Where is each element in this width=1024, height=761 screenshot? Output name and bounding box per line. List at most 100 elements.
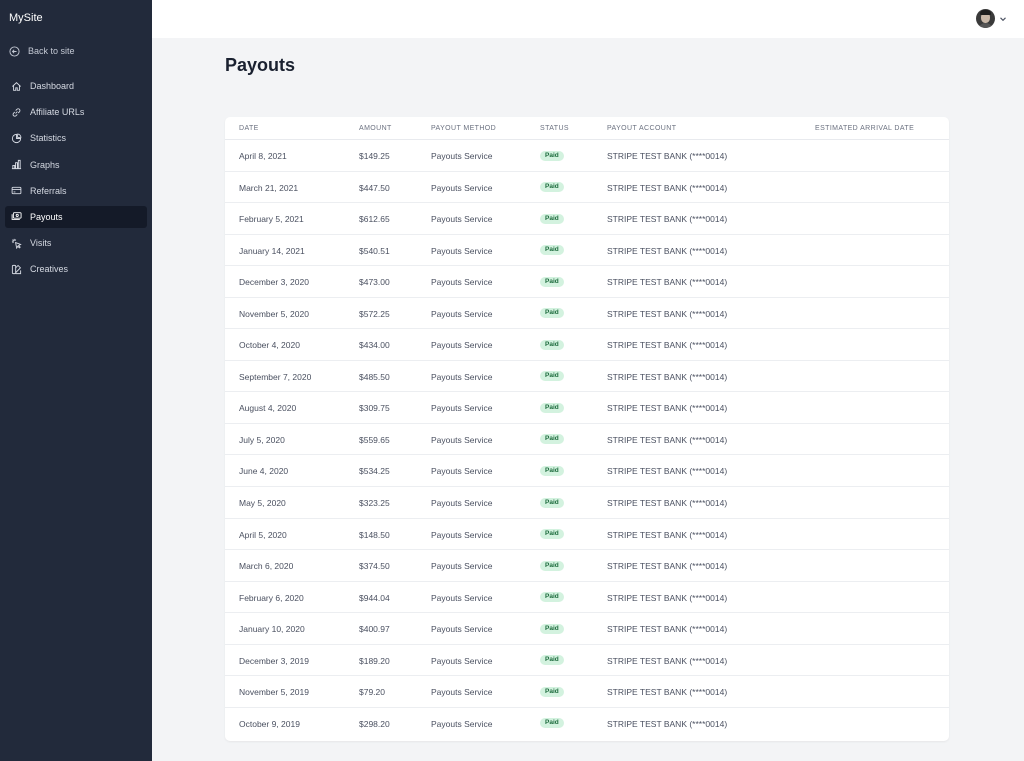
payout-method: Payouts Service — [431, 718, 493, 729]
table-row: November 5, 2020 $572.25 Payouts Service Pa… — [225, 298, 949, 330]
chevron-down-icon — [1000, 16, 1006, 21]
payout-account: STRIPE TEST BANK (****0014) — [607, 434, 728, 445]
payout-method: Payouts Service — [431, 151, 493, 161]
payout-method: Payouts Service — [431, 277, 493, 288]
status-badge: Paid — [540, 655, 564, 666]
table-row: January 10, 2020 $400.97 Payouts Service Pa… — [225, 613, 949, 645]
status-badge: Paid — [540, 182, 564, 193]
link-icon — [12, 108, 21, 117]
payout-method: Payouts Service — [431, 371, 493, 382]
user-menu-button[interactable] — [976, 9, 1007, 28]
sidebar: MySite Back to site Dashboard Affiliate … — [0, 0, 152, 761]
payout-account: STRIPE TEST BANK (****0014) — [607, 151, 728, 161]
payout-method: Payouts Service — [431, 561, 493, 572]
status-badge: Paid — [540, 623, 564, 634]
payout-method: Payouts Service — [431, 529, 493, 540]
sidebar-item-label: Graphs — [30, 159, 60, 170]
table-row: April 8, 2021 $149.25 Payouts Service Paid S… — [225, 140, 949, 172]
table-row: February 6, 2020 $944.04 Payouts Service Pa… — [225, 582, 949, 614]
sidebar-item-statistics[interactable]: Statistics — [5, 127, 147, 149]
brand-name[interactable]: MySite — [9, 12, 43, 24]
payout-method: Payouts Service — [431, 687, 493, 698]
payout-date: November 5, 2019 — [239, 687, 309, 698]
payout-amount: $309.75 — [359, 403, 390, 414]
status-badge: Paid — [540, 150, 564, 161]
table-row: March 21, 2021 $447.50 Payouts Service Paid… — [225, 172, 949, 204]
payout-amount: $540.51 — [359, 245, 390, 256]
payout-amount: $534.25 — [359, 466, 390, 477]
payout-account: STRIPE TEST BANK (****0014) — [607, 308, 728, 319]
payout-account: STRIPE TEST BANK (****0014) — [607, 655, 728, 666]
table-row: September 7, 2020 $485.50 Payouts Service P… — [225, 361, 949, 393]
payout-account: STRIPE TEST BANK (****0014) — [607, 182, 728, 193]
payouts-table: DATE AMOUNT PAYOUT METHOD STATUS PAYOUT … — [225, 117, 949, 741]
payout-date: April 8, 2021 — [239, 151, 287, 161]
payout-method: Payouts Service — [431, 434, 493, 445]
table-body: April 8, 2021 $149.25 Payouts Service Paid S… — [225, 140, 949, 739]
sidebar-item-label: Dashboard — [30, 81, 75, 91]
cursor-click-icon — [11, 238, 22, 249]
sidebar-item-label: Statistics — [30, 133, 67, 144]
payout-account: STRIPE TEST BANK (****0014) — [607, 687, 728, 698]
payout-account: STRIPE TEST BANK (****0014) — [607, 561, 728, 572]
payout-date: December 3, 2019 — [239, 655, 309, 666]
back-to-site-label: Back to site — [28, 46, 75, 56]
sidebar-item-creatives[interactable]: Creatives — [5, 258, 147, 280]
payout-date: October 4, 2020 — [239, 340, 300, 351]
status-badge: Paid — [540, 718, 564, 729]
table-row: December 3, 2019 $189.20 Payouts Service Pa… — [225, 645, 949, 677]
credit-card-icon — [11, 187, 22, 195]
sidebar-item-label: Payouts — [30, 211, 63, 222]
payout-account: STRIPE TEST BANK (****0014) — [607, 718, 728, 729]
payout-amount: $559.65 — [359, 434, 390, 445]
table-header: DATE AMOUNT PAYOUT METHOD STATUS PAYOUT … — [225, 117, 949, 140]
sidebar-nav: Dashboard Affiliate URLs Statistics Grap… — [5, 75, 147, 285]
column-header-amount: AMOUNT — [359, 125, 392, 132]
payout-amount: $79.20 — [359, 687, 385, 698]
top-bar — [152, 0, 1024, 38]
payout-account: STRIPE TEST BANK (****0014) — [607, 214, 728, 225]
payout-method: Payouts Service — [431, 624, 493, 635]
status-badge: Paid — [540, 529, 564, 540]
payout-date: March 6, 2020 — [239, 561, 294, 572]
column-header-estimated-arrival-date: ESTIMATED ARRIVAL DATE — [815, 125, 915, 132]
status-badge: Paid — [540, 686, 564, 697]
payout-amount: $149.25 — [359, 151, 390, 161]
payout-amount: $434.00 — [359, 340, 390, 351]
sidebar-item-label: Affiliate URLs — [30, 107, 85, 118]
status-badge: Paid — [540, 592, 564, 603]
payout-account: STRIPE TEST BANK (****0014) — [607, 592, 728, 603]
payout-amount: $148.50 — [359, 529, 390, 540]
sidebar-item-payouts[interactable]: Payouts — [5, 205, 147, 228]
table-row: October 4, 2020 $434.00 Payouts Service Pai… — [225, 329, 949, 361]
table-row: May 5, 2020 $323.25 Payouts Service Paid STR… — [225, 487, 949, 519]
payout-date: March 21, 2021 — [239, 182, 299, 193]
table-row: April 5, 2020 $148.50 Payouts Service Paid S… — [225, 519, 949, 551]
sidebar-item-graphs[interactable]: Graphs — [5, 154, 147, 176]
payout-amount: $944.04 — [359, 592, 390, 603]
payout-method: Payouts Service — [431, 340, 493, 351]
status-badge: Paid — [540, 308, 564, 319]
back-to-site-link[interactable]: Back to site — [9, 44, 75, 58]
sidebar-item-referrals[interactable]: Referrals — [5, 180, 147, 202]
payout-method: Payouts Service — [431, 308, 493, 319]
payout-method: Payouts Service — [431, 592, 493, 603]
table-row: December 3, 2020 $473.00 Payouts Service Pa… — [225, 266, 949, 298]
payout-amount: $485.50 — [359, 371, 390, 382]
sidebar-item-affiliate-urls[interactable]: Affiliate URLs — [5, 101, 147, 123]
payout-account: STRIPE TEST BANK (****0014) — [607, 498, 728, 509]
payout-amount: $323.25 — [359, 498, 390, 509]
sidebar-item-dashboard[interactable]: Dashboard — [5, 75, 147, 97]
payout-date: July 5, 2020 — [239, 434, 285, 445]
payout-date: June 4, 2020 — [239, 466, 289, 477]
cash-icon — [11, 212, 22, 221]
payout-date: April 5, 2020 — [239, 529, 287, 540]
payout-amount: $298.20 — [359, 718, 390, 729]
sidebar-item-visits[interactable]: Visits — [5, 232, 147, 254]
table-row: June 4, 2020 $534.25 Payouts Service Paid ST… — [225, 455, 949, 488]
column-header-payout-method: PAYOUT METHOD — [431, 125, 497, 132]
payout-amount: $612.65 — [359, 214, 390, 225]
payout-amount: $189.20 — [359, 655, 390, 666]
payout-account: STRIPE TEST BANK (****0014) — [607, 277, 728, 288]
payout-date: December 3, 2020 — [239, 277, 309, 288]
